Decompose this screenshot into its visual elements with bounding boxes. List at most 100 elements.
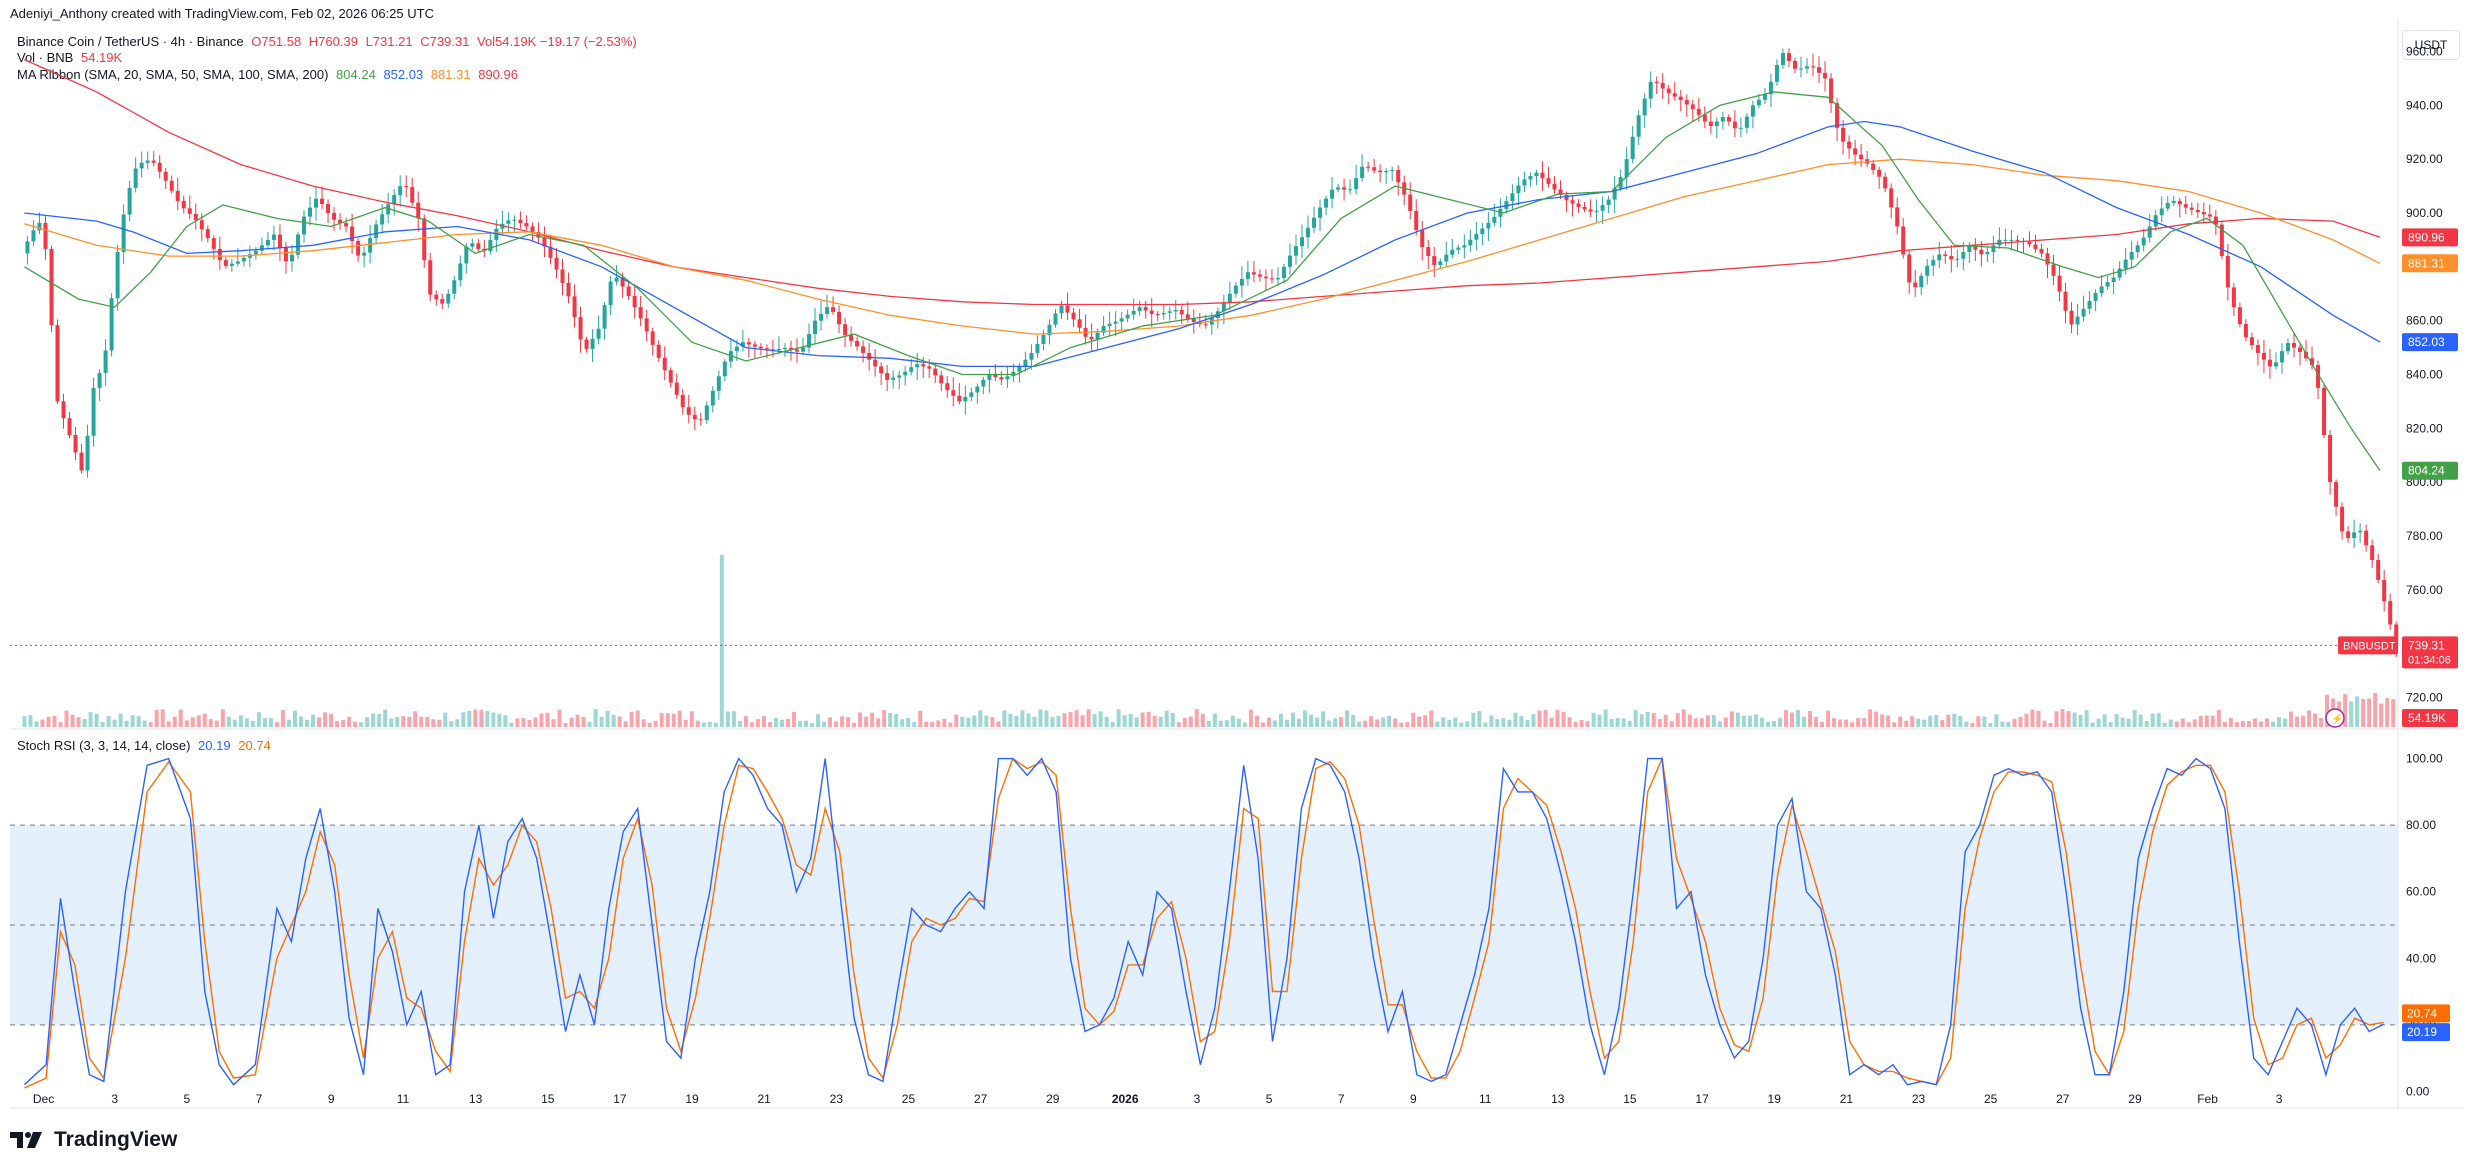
candle-body — [1684, 99, 1689, 105]
volume-bar — [1687, 714, 1692, 727]
candle-body — [1985, 252, 1990, 255]
volume-bar — [1020, 710, 1025, 727]
candle-body — [1594, 210, 1599, 212]
candle-body — [1077, 319, 1082, 328]
time-tick-label: 27 — [974, 1092, 988, 1106]
candle-body — [2207, 214, 2212, 217]
candle-body — [2364, 530, 2369, 546]
volume-bar — [479, 710, 484, 727]
candle-body — [1179, 309, 1184, 315]
tradingview-brand[interactable]: TradingView — [10, 1128, 177, 1152]
candle-body — [903, 371, 908, 376]
candle-body — [1720, 117, 1725, 122]
volume-bar — [76, 717, 81, 727]
candle-body — [247, 254, 252, 258]
candle-body — [2304, 352, 2309, 359]
volume-bar — [1056, 716, 1061, 727]
volume-bar — [208, 719, 213, 727]
candle-body — [1468, 239, 1473, 246]
candle-body — [1768, 81, 1773, 95]
candle-body — [1065, 305, 1070, 313]
candle-body — [518, 219, 523, 224]
volume-bar — [1753, 714, 1758, 727]
candle-body — [482, 248, 487, 252]
volume-bar — [2096, 718, 2101, 727]
volume-bar — [1994, 714, 1999, 727]
volume-bar — [1573, 721, 1578, 727]
volume-bar — [1417, 716, 1422, 727]
ma200-value: 890.96 — [478, 67, 518, 82]
volume-bar — [1435, 721, 1440, 727]
volume-bar — [353, 721, 358, 727]
candle-body — [416, 202, 421, 219]
volume-bar — [713, 722, 718, 727]
price-axis-tag — [2402, 461, 2458, 480]
lightning-icon[interactable] — [2325, 708, 2345, 728]
volume-bar — [2355, 696, 2360, 727]
candle-body — [1702, 114, 1707, 122]
volume-bar — [665, 713, 670, 727]
candle-body — [2352, 532, 2357, 538]
candle-body — [536, 232, 541, 238]
candle-body — [680, 394, 685, 408]
volume-bar — [244, 718, 249, 727]
candle-body — [332, 212, 337, 220]
candle-body — [301, 216, 306, 235]
candle-body — [1408, 194, 1413, 211]
volume-bar — [912, 721, 917, 727]
volume-bar — [864, 716, 869, 727]
volume-bar — [852, 722, 857, 727]
candle-body — [1125, 314, 1130, 319]
candle-body — [2394, 624, 2399, 646]
volume-bar — [100, 721, 105, 727]
candle-body — [79, 452, 84, 471]
volume-bar — [755, 719, 760, 727]
volume-bar — [238, 715, 243, 727]
candle-body — [2009, 239, 2014, 241]
candle-body — [1558, 189, 1563, 196]
volume-legend[interactable]: Vol · BNB 54.19K — [17, 50, 126, 65]
volume-bar — [2162, 722, 2167, 727]
candle-body — [1017, 366, 1022, 372]
candle-body — [470, 243, 475, 247]
candle-body — [1991, 245, 1996, 253]
time-tick-label: 15 — [1623, 1092, 1637, 1106]
candle-body — [1732, 121, 1737, 129]
candle-body — [1161, 312, 1166, 315]
stoch-d-line — [24, 756, 2384, 1089]
volume-bar — [599, 716, 604, 727]
volume-bar — [1002, 710, 1007, 727]
candle-body — [344, 223, 349, 227]
volume-bar — [2066, 711, 2071, 727]
symbol-legend[interactable]: Binance Coin / TetherUS · 4h · Binance O… — [17, 34, 641, 49]
candle-body — [1390, 169, 1395, 172]
volume-bar — [2084, 710, 2089, 727]
candle-body — [1047, 324, 1052, 335]
ma-ribbon-legend[interactable]: MA Ribbon (SMA, 20, SMA, 50, SMA, 100, S… — [17, 67, 522, 82]
volume-bar — [1675, 713, 1680, 727]
volume-bar — [828, 717, 833, 727]
volume-bar — [2349, 701, 2354, 727]
time-tick-label: 13 — [1551, 1092, 1565, 1106]
volume-bar — [1050, 717, 1055, 727]
volume-bar — [1357, 721, 1362, 727]
candle-body — [1071, 312, 1076, 320]
candle-body — [584, 339, 589, 349]
currency-button[interactable]: USDT — [2402, 30, 2460, 60]
candle-body — [1648, 81, 1653, 99]
candle-body — [1330, 189, 1335, 199]
candle-body — [2219, 224, 2224, 257]
volume-bar — [978, 710, 983, 727]
volume-bar — [1627, 720, 1632, 727]
candle-body — [488, 239, 493, 252]
volume-bar — [701, 722, 706, 727]
candle-body — [644, 318, 649, 332]
volume-bar — [1339, 717, 1344, 727]
candle-body — [1937, 254, 1942, 261]
stoch-rsi-legend[interactable]: Stoch RSI (3, 3, 14, 14, close) 20.19 20… — [17, 738, 275, 753]
volume-bar — [1254, 715, 1259, 727]
candle-body — [392, 195, 397, 205]
candle-body — [2099, 286, 2104, 294]
volume-bar — [329, 713, 334, 727]
